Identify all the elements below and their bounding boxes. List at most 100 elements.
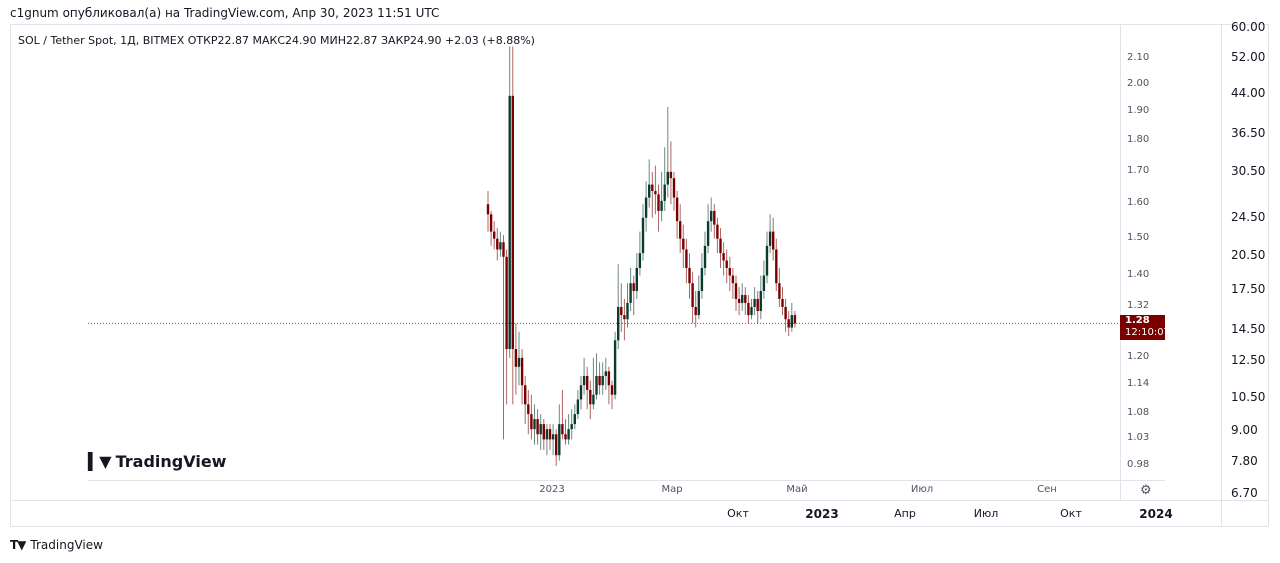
candle: [496, 228, 499, 261]
candle-body: [632, 283, 635, 292]
candle-body: [728, 267, 731, 276]
candle-body: [524, 385, 527, 405]
candle: [778, 267, 781, 307]
candle: [524, 375, 527, 425]
candle-body: [496, 238, 499, 250]
outer-price-tick: 52.00: [1231, 50, 1266, 65]
candle: [499, 231, 502, 257]
candle-body: [514, 349, 518, 367]
outer-price-scale-divider: [1221, 24, 1222, 527]
candle-body: [545, 429, 549, 440]
candle-body: [505, 256, 508, 350]
candle: [648, 159, 651, 208]
candle-body: [620, 306, 623, 316]
inner-price-scale-divider: [1120, 24, 1121, 500]
candle-body: [527, 404, 530, 415]
candle-body: [737, 298, 741, 303]
candle: [564, 419, 567, 445]
candle: [617, 264, 620, 350]
candle: [781, 287, 784, 316]
candle: [527, 389, 530, 435]
candle: [601, 362, 604, 395]
candle-body: [641, 217, 645, 254]
candle-body: [759, 291, 762, 312]
candle: [759, 275, 762, 320]
candle: [710, 197, 713, 232]
footer-logo[interactable]: T▼ TradingView: [10, 538, 103, 552]
candle-body: [741, 294, 744, 303]
outer-time-tick: 2023: [805, 507, 839, 521]
inner-price-tick: 1.03: [1127, 432, 1150, 444]
outer-time-tick: Июл: [973, 507, 999, 520]
candle-body: [533, 419, 536, 430]
outer-time-tick: Окт: [1060, 507, 1082, 520]
inner-time-tick: Май: [786, 484, 808, 495]
candle-body: [691, 283, 694, 307]
outer-price-tick: 6.70: [1231, 486, 1258, 500]
candle-body: [635, 267, 638, 292]
candle: [586, 366, 589, 410]
candle-body: [679, 221, 682, 239]
outer-price-tick: 9.00: [1231, 423, 1258, 438]
candle-body: [753, 298, 756, 307]
inner-price-tick: 1.60: [1127, 197, 1150, 209]
candle: [750, 298, 753, 320]
candle: [632, 275, 635, 316]
candle: [685, 238, 688, 284]
candle: [666, 106, 669, 198]
candle-body: [493, 231, 496, 239]
outer-time-tick: 2024: [1139, 507, 1173, 521]
inner-price-tick: 1.90: [1127, 105, 1150, 117]
candle: [607, 366, 611, 405]
candle: [756, 291, 759, 324]
candle: [762, 260, 766, 299]
candle-body: [530, 414, 533, 430]
candle: [511, 46, 514, 405]
candle-body: [623, 315, 626, 320]
candle-body: [589, 389, 592, 405]
candle-body: [617, 306, 620, 341]
candle: [620, 283, 623, 332]
last-price-label: 1.28 12:10:07: [1120, 315, 1170, 340]
inner-price-tick: 1.20: [1127, 350, 1150, 362]
candle-body: [793, 315, 797, 324]
candle-body: [651, 184, 654, 192]
candle-body: [486, 204, 490, 215]
candle-body: [750, 306, 753, 316]
inner-price-tick: 1.50: [1127, 231, 1150, 243]
candle: [744, 287, 747, 316]
candle-body: [710, 210, 713, 222]
tradingview-logo-icon: T▼: [10, 538, 26, 552]
candle: [672, 171, 676, 211]
candle: [722, 242, 725, 276]
candle-body: [716, 224, 719, 239]
candle-body: [564, 434, 567, 440]
candle-body: [592, 394, 595, 405]
candle-body: [685, 249, 688, 268]
candle-body: [722, 253, 725, 261]
candle-body: [644, 197, 648, 218]
candle-body: [772, 231, 775, 250]
candle: [682, 224, 685, 268]
candle-body: [768, 231, 772, 246]
gear-icon[interactable]: ⚙: [1140, 483, 1152, 498]
candle: [793, 311, 797, 328]
candle: [679, 204, 682, 254]
candle: [595, 353, 598, 400]
candle-body: [725, 260, 728, 268]
tradingview-logo-icon: ▍▼: [88, 452, 112, 471]
candle-body: [697, 291, 700, 316]
candle: [772, 217, 775, 261]
outer-price-tick: 24.50: [1231, 210, 1266, 225]
candle: [592, 357, 595, 410]
candle-body: [747, 302, 750, 316]
candle: [669, 141, 673, 205]
outer-time-tick: Апр: [894, 507, 916, 520]
candle-body: [586, 375, 589, 390]
inner-price-tick: 1.08: [1127, 407, 1150, 419]
candle: [551, 424, 555, 456]
candle: [486, 191, 490, 232]
outer-price-tick: 12.50: [1231, 353, 1266, 368]
candle: [644, 181, 648, 232]
candle-body: [536, 419, 539, 435]
